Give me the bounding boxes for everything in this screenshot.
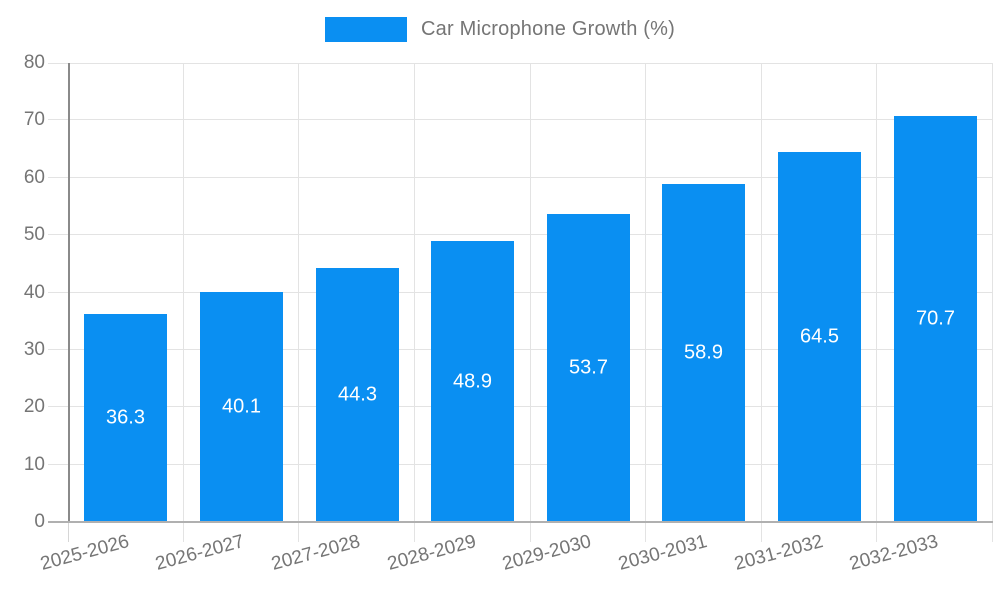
bar: 44.3 — [316, 268, 399, 522]
category-boundary-line — [414, 63, 415, 542]
y-axis-tick-label: 20 — [23, 396, 45, 417]
category-boundary-line — [992, 63, 993, 542]
category-boundary-line — [183, 63, 184, 542]
bar-value-label: 36.3 — [106, 406, 145, 429]
gridline — [48, 177, 993, 178]
bar-value-label: 53.7 — [569, 356, 608, 379]
legend-swatch-icon — [325, 17, 408, 42]
category-boundary-line — [530, 63, 531, 542]
category-boundary-line — [298, 63, 299, 542]
legend-label: Car Microphone Growth (%) — [421, 18, 675, 40]
gridline — [48, 406, 993, 407]
gridline — [48, 349, 993, 350]
y-axis-tick-label: 80 — [23, 52, 45, 73]
bar: 58.9 — [662, 184, 745, 522]
bar: 48.9 — [431, 241, 514, 522]
y-axis-tick-label: 50 — [23, 224, 45, 245]
x-axis-tick — [68, 522, 69, 542]
bar: 40.1 — [200, 292, 283, 522]
gridline — [48, 464, 993, 465]
bar-value-label: 44.3 — [338, 383, 377, 406]
gridline — [48, 292, 993, 293]
bar-value-label: 58.9 — [684, 341, 723, 364]
bar-value-label: 64.5 — [800, 325, 839, 348]
category-boundary-line — [761, 63, 762, 542]
category-boundary-line — [876, 63, 877, 542]
category-boundary-line — [645, 63, 646, 542]
y-axis-tick-label: 0 — [34, 511, 45, 532]
x-axis-line — [48, 521, 993, 523]
y-axis-tick-label: 70 — [23, 109, 45, 130]
gridline — [48, 234, 993, 235]
y-axis-line — [68, 63, 70, 522]
bar-value-label: 48.9 — [453, 370, 492, 392]
bar-value-label: 70.7 — [916, 307, 955, 330]
gridline — [48, 63, 993, 64]
plot-area: 36.3 40.1 44.3 48.9 53.7 58.9 64.5 70.7 — [48, 63, 993, 542]
bar: 64.5 — [778, 152, 861, 522]
y-axis-tick-label: 60 — [23, 167, 45, 188]
y-axis-tick-label: 10 — [23, 454, 45, 475]
bar: 53.7 — [547, 214, 630, 522]
bar-value-label: 40.1 — [222, 395, 261, 418]
bar: 70.7 — [894, 116, 977, 522]
y-axis-tick-label: 40 — [23, 282, 45, 303]
y-axis-tick-label: 30 — [23, 339, 45, 360]
gridline — [48, 119, 993, 120]
bar: 36.3 — [84, 314, 167, 522]
legend: Car Microphone Growth (%) — [0, 17, 1000, 42]
